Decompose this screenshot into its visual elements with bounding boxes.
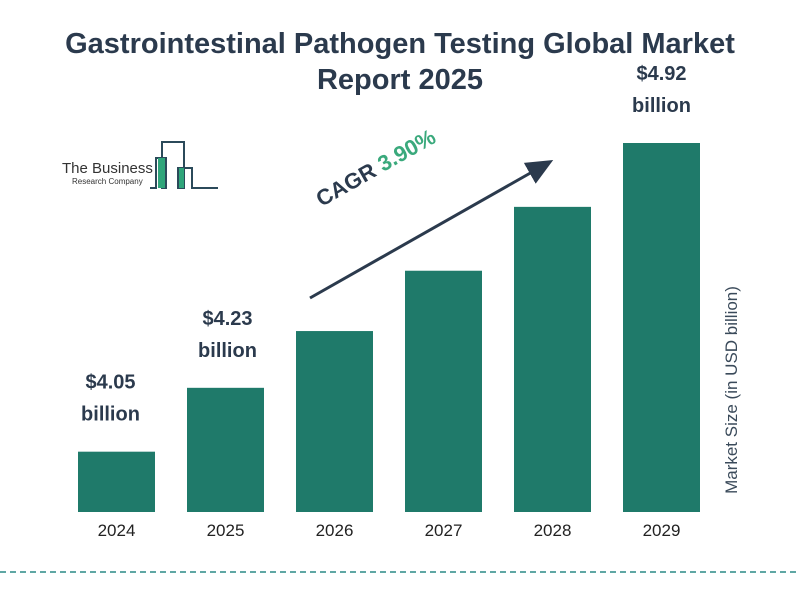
x-tick-label: 2025 <box>207 521 245 540</box>
bar-2024 <box>78 451 155 512</box>
company-logo: The Business Research Company <box>58 140 228 200</box>
x-tick-label: 2027 <box>425 521 463 540</box>
logo-text-line1: The Business <box>62 160 153 177</box>
bar-2028 <box>514 206 591 512</box>
x-tick-label: 2026 <box>316 521 354 540</box>
data-label: $4.05 <box>85 372 135 394</box>
bar-2026 <box>296 331 373 512</box>
data-label: billion <box>81 404 140 426</box>
chart-title: Gastrointestinal Pathogen Testing Global… <box>65 28 735 96</box>
cagr-arrow <box>309 160 554 300</box>
logo-text-line2: Research Company <box>72 177 143 186</box>
y-axis-label: Market Size (in USD billion) <box>722 286 741 494</box>
x-tick-label: 2024 <box>98 521 136 540</box>
bar-2027 <box>405 270 482 512</box>
data-label: $4.23 <box>202 308 252 330</box>
logo-graphic-icon <box>150 141 218 189</box>
x-tick-label: 2029 <box>643 521 681 540</box>
data-label: $4.92 <box>636 63 686 85</box>
bar-2029 <box>623 143 700 512</box>
bar-2025 <box>187 387 264 512</box>
x-tick-label: 2028 <box>534 521 572 540</box>
data-label: billion <box>632 95 691 117</box>
data-label: billion <box>198 340 257 362</box>
